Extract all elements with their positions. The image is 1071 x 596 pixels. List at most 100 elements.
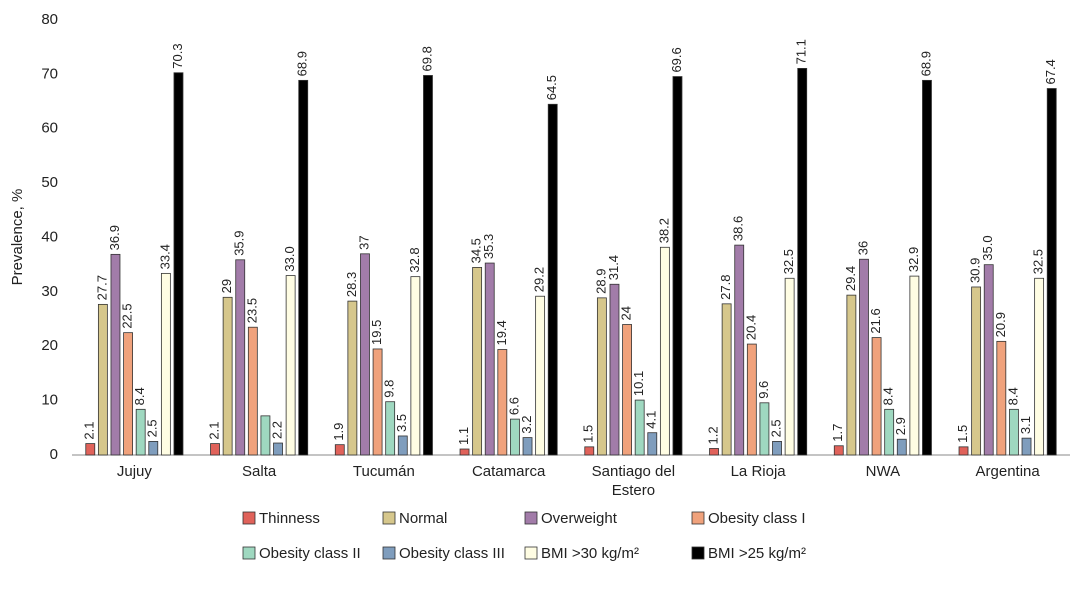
y-tick-label: 10 [41, 392, 58, 409]
bar [397, 435, 408, 456]
value-label: 6.6 [506, 397, 521, 415]
value-label: 34.5 [469, 238, 484, 263]
y-tick-label: 30 [41, 283, 58, 300]
legend-label: Obesity class III [399, 545, 505, 562]
bar [110, 253, 121, 456]
bar [459, 448, 470, 456]
value-label: 3.1 [1018, 416, 1033, 434]
value-label: 21.6 [868, 308, 883, 333]
bar [247, 326, 258, 456]
bar [896, 438, 907, 456]
value-label: 1.5 [581, 425, 596, 443]
value-label: 35.9 [232, 230, 247, 255]
value-label: 36 [855, 241, 870, 255]
value-label: 32.8 [407, 247, 422, 272]
bar [222, 296, 233, 456]
value-label: 2.1 [206, 422, 221, 440]
bar [971, 286, 982, 456]
bar [833, 445, 844, 456]
bar [410, 276, 421, 456]
bar [535, 295, 546, 456]
bar [983, 264, 994, 456]
bar [759, 402, 770, 456]
bar [622, 324, 632, 456]
value-label: 69.6 [669, 47, 684, 72]
bar [273, 442, 283, 456]
bar [298, 79, 309, 456]
value-label: 35.0 [980, 235, 995, 260]
bar [659, 246, 670, 456]
value-label: 3.5 [394, 414, 409, 432]
bar [372, 348, 383, 456]
value-label: 2.5 [145, 419, 160, 437]
value-label: 19.4 [494, 320, 509, 345]
value-label: 68.9 [918, 51, 933, 76]
value-label: 1.5 [955, 425, 970, 443]
bar [148, 441, 159, 456]
value-label: 2.9 [893, 417, 908, 435]
bar [797, 67, 808, 456]
value-label: 2.5 [768, 419, 783, 437]
value-label: 32.5 [781, 249, 796, 274]
y-tick-label: 20 [41, 337, 58, 354]
value-label: 9.6 [756, 381, 771, 399]
legend-swatch [691, 511, 705, 525]
x-tick-label: Tucumán [352, 463, 415, 480]
bar [647, 432, 658, 456]
bar [922, 79, 932, 456]
bar [996, 340, 1007, 456]
value-label: 1.9 [331, 423, 346, 441]
value-label: 4.1 [644, 411, 659, 429]
x-tick-label: Santiago del Estero [591, 463, 676, 499]
value-label: 2.1 [82, 422, 97, 440]
bar [334, 444, 345, 456]
legend-label: Obesity class I [708, 510, 806, 527]
value-label: 1.2 [705, 426, 720, 444]
bar [510, 418, 520, 456]
bar [97, 303, 108, 456]
bar [909, 275, 920, 456]
value-label: 24 [619, 306, 634, 320]
bar [173, 72, 184, 456]
bar [672, 76, 683, 456]
legend-swatch [691, 546, 705, 560]
value-label: 3.2 [519, 416, 534, 434]
value-label: 20.9 [993, 312, 1008, 337]
value-label: 9.8 [382, 380, 397, 398]
bar [285, 275, 296, 456]
bar [423, 75, 433, 456]
bar [385, 401, 396, 456]
legend-swatch [524, 511, 538, 525]
legend-label: Obesity class II [259, 545, 361, 562]
y-tick-label: 80 [41, 11, 58, 28]
value-label: 29.2 [532, 267, 547, 292]
y-tick-label: 60 [41, 120, 58, 137]
value-label: 38.2 [656, 218, 671, 243]
bar [1021, 437, 1032, 456]
value-label: 69.8 [419, 46, 434, 71]
value-label: 32.9 [906, 247, 921, 272]
legend-swatch [524, 546, 538, 560]
x-tick-label: La Rioja [730, 463, 786, 480]
value-label: 10.1 [631, 371, 646, 396]
bar [634, 399, 645, 456]
bar [596, 297, 607, 456]
bar [709, 448, 719, 456]
x-tick-label: Salta [242, 463, 277, 480]
legend-label: Thinness [259, 510, 320, 527]
bar [772, 441, 782, 456]
bar [871, 337, 882, 456]
y-tick-label: 40 [41, 228, 58, 245]
bar [734, 244, 745, 456]
bar [584, 446, 595, 456]
bar [1009, 408, 1019, 456]
bar [472, 267, 483, 456]
value-label: 70.3 [170, 43, 185, 68]
bar [846, 294, 857, 456]
bar [260, 415, 271, 456]
value-label: 71.1 [794, 39, 809, 64]
bar [746, 343, 757, 456]
legend-swatch [382, 511, 396, 525]
value-label: 2.2 [269, 421, 284, 439]
